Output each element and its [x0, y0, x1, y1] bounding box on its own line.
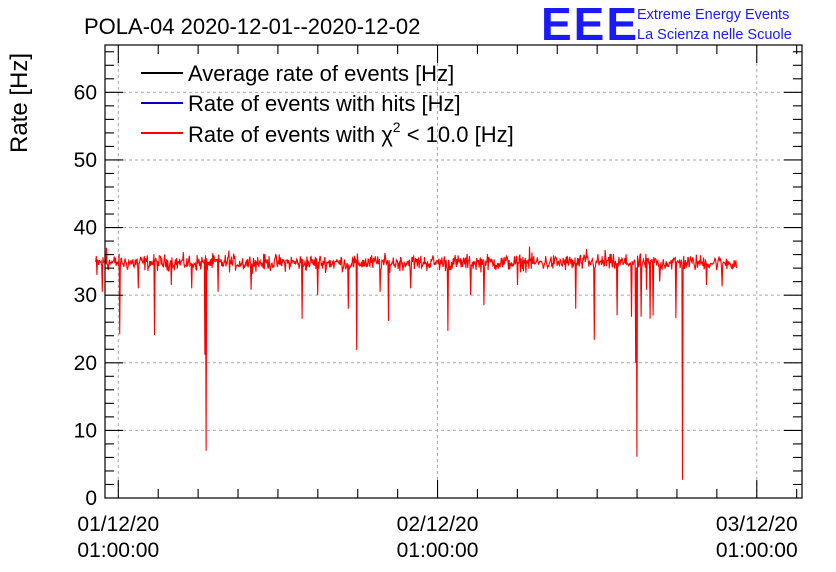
x-tick-time: 01:00:00 [77, 539, 159, 562]
plot-frame [104, 44, 803, 499]
y-tick-label: 10 [74, 419, 97, 442]
logo-line2: La Scienza nelle Scuole [637, 27, 792, 43]
x-tick-labels: 01/12/20 01:00:00 02/12/20 01:00:00 03/12/20… [77, 513, 797, 562]
series-layer [95, 246, 738, 480]
legend-chi2-suffix: < 10.0 [Hz] [401, 122, 514, 147]
axes [104, 44, 803, 499]
y-tick-label: 20 [74, 352, 97, 375]
legend-chi2-prefix: Rate of events with [188, 122, 381, 147]
legend-label-chi2: Rate of events with χ2 < 10.0 [Hz] [188, 119, 514, 147]
y-tick-label: 40 [74, 217, 97, 240]
series-line-chi2 [95, 246, 738, 480]
legend-label-hits: Rate of events with hits [Hz] [188, 91, 461, 116]
legend-chi2-symbol: χ [381, 122, 393, 147]
grid-lines [105, 45, 802, 498]
logo-line1: Extreme Energy Events [637, 7, 789, 23]
x-tick-date: 02/12/20 [397, 513, 479, 536]
x-tick-time: 01:00:00 [397, 539, 479, 562]
y-tick-label: 30 [74, 284, 97, 307]
chart-title: POLA-04 2020-12-01--2020-12-02 [84, 14, 420, 39]
x-tick-time: 01:00:00 [716, 539, 798, 562]
eee-logo: EEE Extreme Energy Events La Scienza nel… [541, 0, 792, 50]
legend-label-average: Average rate of events [Hz] [188, 61, 454, 86]
legend: Average rate of events [Hz] Rate of even… [141, 61, 514, 147]
y-axis-label: Rate [Hz] [6, 53, 33, 153]
y-tick-label: 0 [85, 487, 97, 510]
x-tick-date: 01/12/20 [77, 513, 159, 536]
legend-chi2-sup: 2 [393, 119, 401, 135]
logo-eee-text: EEE [541, 0, 639, 50]
y-tick-labels: 0 10 20 30 40 50 60 [74, 81, 97, 510]
y-tick-label: 60 [74, 81, 97, 104]
y-tick-label: 50 [74, 149, 97, 172]
x-tick-date: 03/12/20 [716, 513, 798, 536]
